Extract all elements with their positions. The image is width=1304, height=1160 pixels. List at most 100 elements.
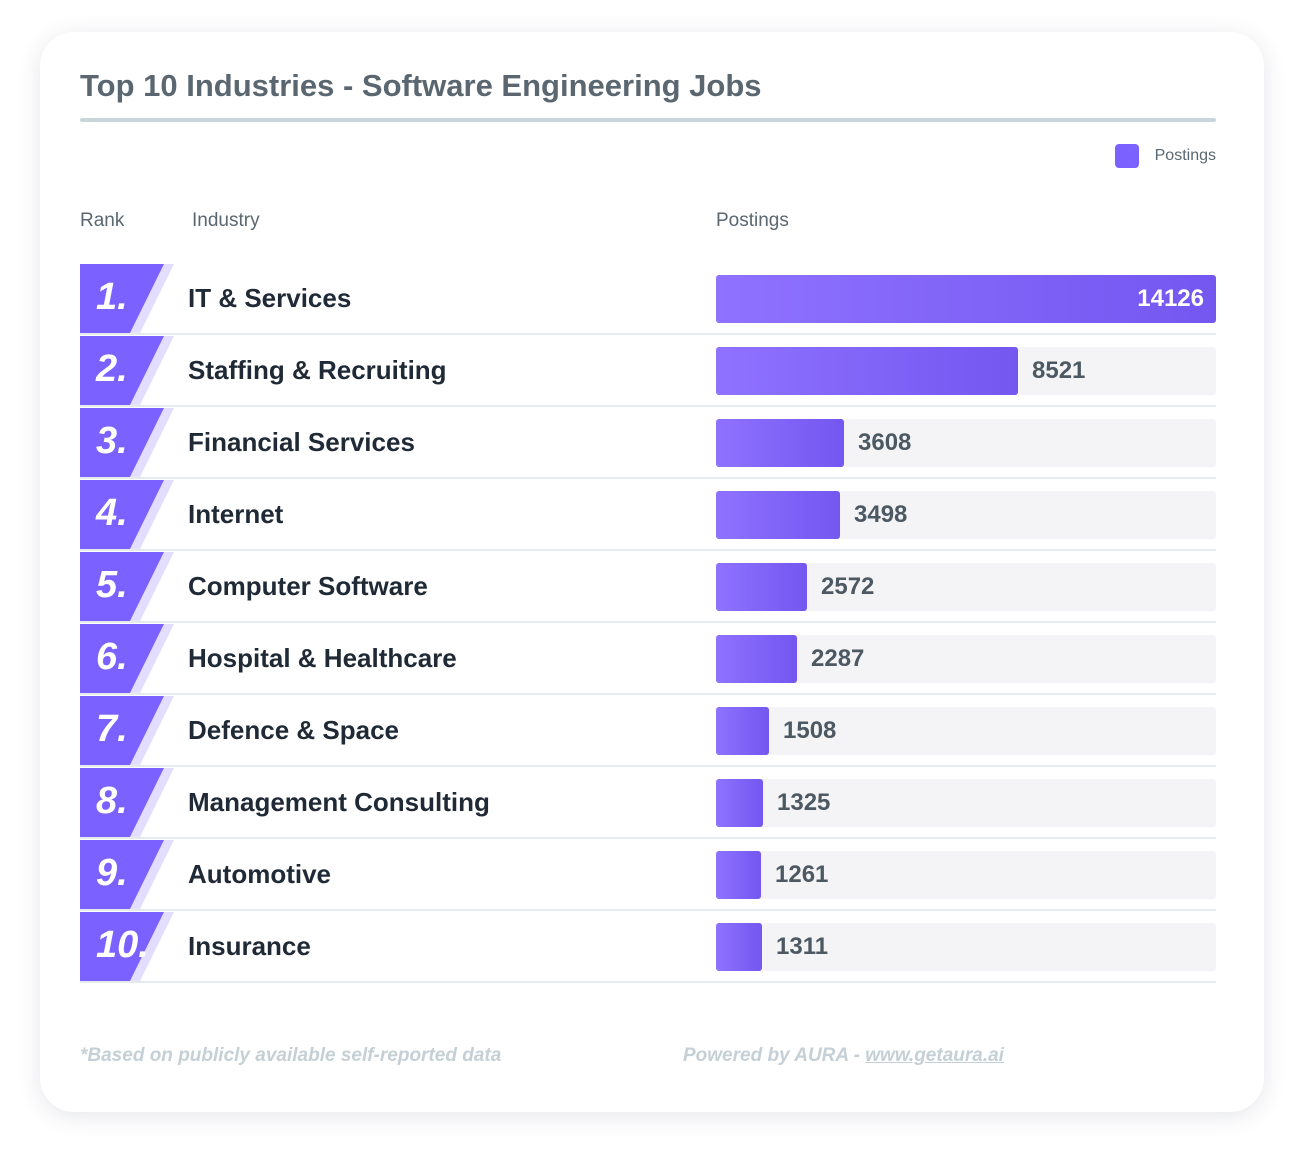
bar-track: 1311 <box>716 923 1216 971</box>
table-row: 5. Computer Software 2572 <box>80 551 1216 623</box>
rank-badge-shape <box>80 336 174 405</box>
rank-badge-stripe <box>130 696 174 765</box>
rank-badge-fill <box>80 696 164 765</box>
rank-badge-stripe <box>130 624 174 693</box>
table-row: 1. IT & Services 14126 <box>80 263 1216 335</box>
rank-number: 1. <box>96 276 128 318</box>
table-row: 2. Staffing & Recruiting 8521 <box>80 335 1216 407</box>
rank-number: 4. <box>96 492 128 534</box>
bar-value-label: 3608 <box>858 429 912 456</box>
bar <box>716 851 761 899</box>
bar <box>716 419 844 467</box>
bar <box>716 923 762 971</box>
rank-number: 10. <box>96 924 149 966</box>
rank-badge-fill <box>80 408 164 477</box>
industry-label: Insurance <box>188 931 311 961</box>
rank-badge: 7. <box>80 696 174 765</box>
rank-number: 8. <box>96 780 128 822</box>
rank-number: 9. <box>96 852 128 894</box>
rank-badge-fill <box>80 336 164 405</box>
rank-badge-shape <box>80 408 174 477</box>
bar <box>716 635 797 683</box>
table-row: 3. Financial Services 3608 <box>80 407 1216 479</box>
bar-value-label: 1508 <box>783 717 837 744</box>
rank-badge-shape <box>80 696 174 765</box>
table-row: 6. Hospital & Healthcare 2287 <box>80 623 1216 695</box>
rank-badge: 4. <box>80 480 174 549</box>
bar-value-label: 2572 <box>821 573 875 600</box>
table-row: 7. Defence & Space 1508 <box>80 695 1216 767</box>
industry-label: IT & Services <box>188 283 352 313</box>
bar-value-label: 1325 <box>777 789 831 816</box>
rank-number: 2. <box>96 348 128 390</box>
bar-value-label: 1261 <box>775 861 829 888</box>
rank-badge-shape <box>80 768 174 837</box>
bar-track: 3608 <box>716 419 1216 467</box>
industry-label: Defence & Space <box>188 715 399 745</box>
table-row: 9. Automotive 1261 <box>80 839 1216 911</box>
rank-badge: 8. <box>80 768 174 837</box>
industry-label: Computer Software <box>188 571 428 601</box>
bar <box>716 563 807 611</box>
rank-badge-stripe <box>130 552 174 621</box>
rank-badge-fill <box>80 624 164 693</box>
rank-badge: 1. <box>80 264 174 333</box>
legend: Postings <box>1114 144 1216 168</box>
column-header-industry: Industry <box>192 210 260 231</box>
rank-number: 3. <box>96 420 128 462</box>
rank-badge-fill <box>80 912 164 981</box>
industry-label: Internet <box>188 499 284 529</box>
bar <box>716 779 763 827</box>
bar-track: 2287 <box>716 635 1216 683</box>
rank-badge-shape <box>80 912 174 981</box>
bar-value-label: 8521 <box>1032 357 1086 384</box>
rank-badge-shape <box>80 840 174 909</box>
bar-track: 2572 <box>716 563 1216 611</box>
rank-badge-stripe <box>130 768 174 837</box>
rank-badge-fill <box>80 552 164 621</box>
rank-badge-stripe <box>130 264 174 333</box>
legend-swatch <box>1114 144 1139 168</box>
rank-badge: 5. <box>80 552 174 621</box>
rank-badge-fill <box>80 264 164 333</box>
legend-label: Postings <box>1154 147 1216 164</box>
rank-badge: 6. <box>80 624 174 693</box>
table-row: 8. Management Consulting 1325 <box>80 767 1216 839</box>
rank-badge-shape <box>80 624 174 693</box>
industry-label: Management Consulting <box>188 787 490 817</box>
column-header-rank: Rank <box>80 210 125 231</box>
bar-value-label: 1311 <box>776 933 829 960</box>
rank-badge-shape <box>80 264 174 333</box>
powered-by-label: Powered by AURA - <box>683 1045 866 1066</box>
bar-track: 3498 <box>716 491 1216 539</box>
powered-by: Powered by AURA - www.getaura.ai <box>683 1045 1004 1067</box>
powered-by-link[interactable]: www.getaura.ai <box>865 1045 1004 1066</box>
bar <box>716 491 840 539</box>
rank-badge-shape <box>80 552 174 621</box>
rank-badge-fill <box>80 840 164 909</box>
rank-badge: 3. <box>80 408 174 477</box>
rank-badge-fill <box>80 480 164 549</box>
rank-badge: 2. <box>80 336 174 405</box>
rank-badge-stripe <box>130 840 174 909</box>
chart-title: Top 10 Industries - Software Engineering… <box>80 68 762 103</box>
bar-track: 1325 <box>716 779 1216 827</box>
bar-value-label: 3498 <box>854 501 908 528</box>
bar <box>716 275 1216 323</box>
rank-badge-stripe <box>130 336 174 405</box>
industry-label: Financial Services <box>188 427 415 457</box>
title-divider <box>80 118 1216 122</box>
bar-track: 8521 <box>716 347 1216 395</box>
table-row: 10. Insurance 1311 <box>80 911 1216 983</box>
rank-number: 5. <box>96 564 128 606</box>
bar-track: 1261 <box>716 851 1216 899</box>
rank-number: 7. <box>96 708 128 750</box>
bar-value-label: 2287 <box>811 645 865 672</box>
rank-badge-stripe <box>130 408 174 477</box>
bar-track: 14126 <box>716 275 1216 323</box>
industry-label: Automotive <box>188 859 331 889</box>
rank-badge-shape <box>80 480 174 549</box>
bar-track: 1508 <box>716 707 1216 755</box>
column-header-postings: Postings <box>716 210 789 231</box>
table-row: 4. Internet 3498 <box>80 479 1216 551</box>
